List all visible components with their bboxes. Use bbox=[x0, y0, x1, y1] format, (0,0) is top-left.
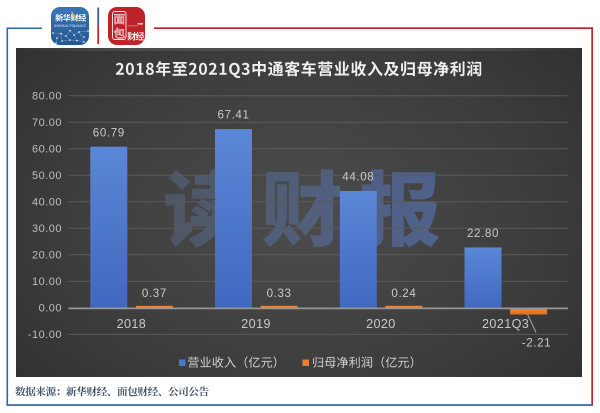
svg-text:20.00: 20.00 bbox=[32, 249, 62, 261]
svg-text:XINHUA FINANCE: XINHUA FINANCE bbox=[54, 24, 86, 28]
svg-text:40.00: 40.00 bbox=[32, 196, 62, 208]
svg-text:60.00: 60.00 bbox=[32, 143, 62, 155]
svg-text:2021Q3: 2021Q3 bbox=[482, 317, 529, 331]
svg-text:22.80: 22.80 bbox=[467, 227, 499, 240]
svg-text:10.00: 10.00 bbox=[32, 276, 62, 288]
svg-text:2020: 2020 bbox=[366, 317, 396, 331]
svg-text:44.08: 44.08 bbox=[342, 171, 374, 184]
svg-text:-2.21: -2.21 bbox=[522, 337, 551, 350]
svg-text:80.00: 80.00 bbox=[32, 90, 62, 102]
svg-text:30.00: 30.00 bbox=[32, 223, 62, 235]
svg-text:0.33: 0.33 bbox=[267, 287, 292, 300]
svg-text:0.24: 0.24 bbox=[391, 287, 416, 300]
svg-text:0.00: 0.00 bbox=[39, 303, 62, 315]
svg-text:67.41: 67.41 bbox=[217, 109, 249, 122]
svg-text:2019: 2019 bbox=[241, 317, 271, 331]
svg-text:50.00: 50.00 bbox=[32, 170, 62, 182]
svg-text:60.79: 60.79 bbox=[93, 126, 125, 139]
svg-text:70.00: 70.00 bbox=[32, 117, 62, 129]
svg-text:-10.00: -10.00 bbox=[28, 329, 62, 341]
svg-text:2018: 2018 bbox=[117, 317, 147, 331]
svg-text:0.37: 0.37 bbox=[142, 287, 167, 300]
